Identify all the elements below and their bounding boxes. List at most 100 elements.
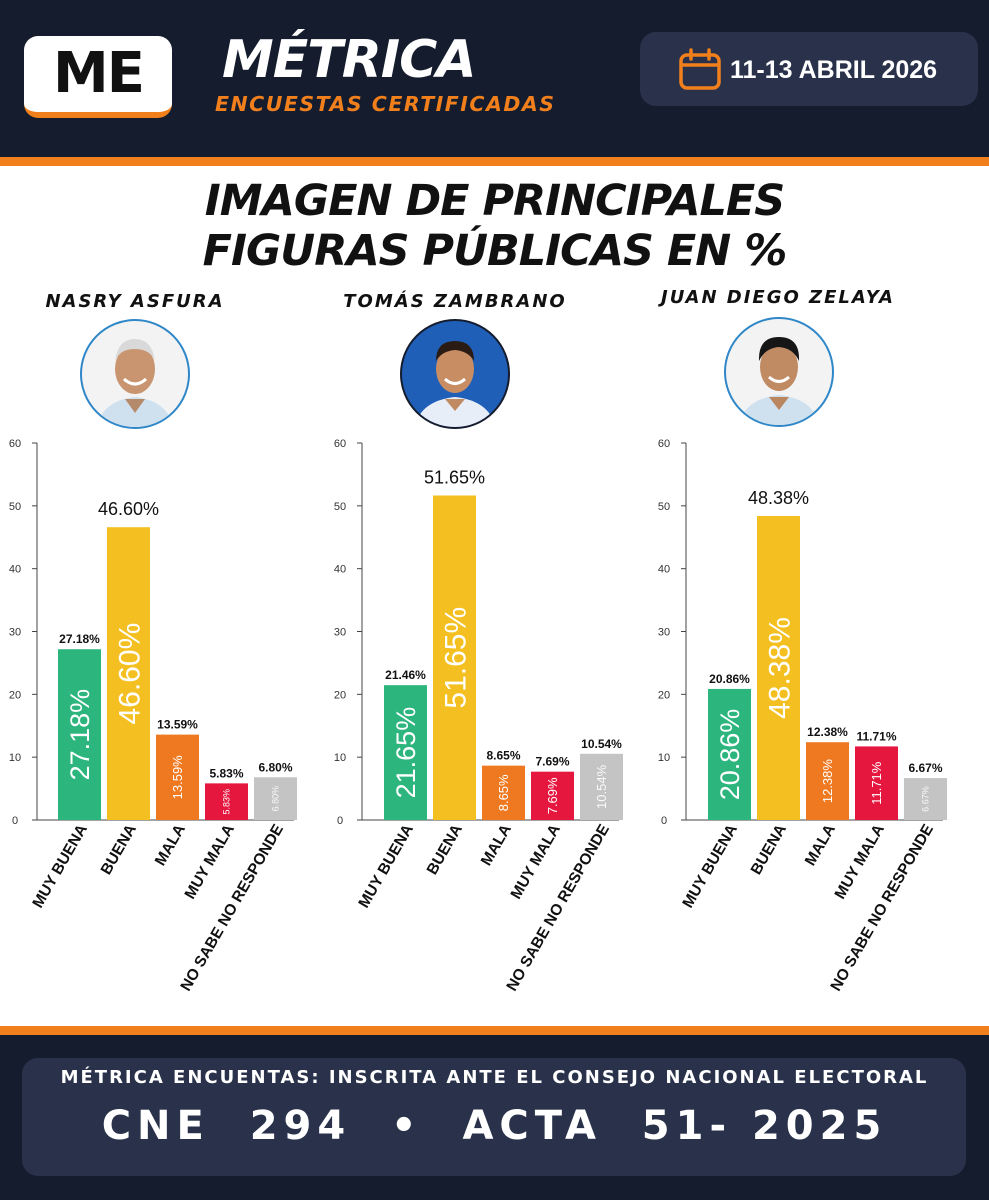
bar-value-label: 8.65% (486, 749, 520, 763)
x-category-label: MUY MALA (508, 822, 564, 903)
logo-text: ME (53, 41, 145, 106)
brand-subtitle: ENCUESTAS CERTIFICADAS (215, 92, 556, 116)
bar-value-label: 7.69% (535, 755, 569, 769)
bar-value-label: 27.18% (59, 632, 100, 646)
bar-chart-2: 0 10 20 30 40 50 60 21.46% 21.65% MUY BUENA 51.65%… (334, 438, 623, 994)
x-category-label: MALA (802, 822, 839, 869)
bar-inner-label: 13.59% (170, 755, 185, 800)
x-category-label: MALA (478, 822, 515, 869)
bar-value-label: 5.83% (209, 766, 243, 780)
registration-number: CNE 294 • ACTA 51- 2025 (101, 1103, 888, 1149)
y-tick-label: 20 (9, 689, 21, 701)
bar-3 (156, 734, 199, 820)
y-tick-label: 20 (658, 689, 670, 701)
y-tick-label: 10 (334, 752, 346, 764)
bar-2 (433, 495, 476, 820)
bar-inner-label: 7.69% (545, 777, 560, 814)
bar-2 (107, 527, 150, 820)
candidate-name-3: JUAN DIEGO ZELAYA (661, 287, 895, 308)
bar-inner-label: 21.65% (391, 707, 421, 799)
bar-inner-label: 5.83% (222, 789, 232, 815)
bar-inner-label: 6.67% (921, 786, 931, 812)
y-tick-label: 10 (658, 752, 670, 764)
y-tick-label: 40 (658, 564, 670, 576)
brand-name: MÉTRICA (222, 30, 477, 90)
candidate-name-1: NASRY ASFURA (45, 291, 225, 312)
y-tick-label: 30 (9, 627, 21, 639)
logo: ME (24, 36, 172, 118)
x-category-label: MUY BUENA (29, 822, 91, 912)
x-category-label: MUY BUENA (679, 822, 741, 912)
survey-date: 11-13 ABRIL 2026 (730, 56, 938, 84)
bar-inner-label: 6.80% (271, 786, 281, 812)
bar-chart-1: 0 10 20 30 40 50 60 27.18% 27.18% MUY BUENA 46.60%… (9, 438, 297, 994)
x-category-label: BUENA (98, 822, 140, 878)
bar-value-label: 13.59% (157, 718, 198, 732)
x-category-label: BUENA (748, 822, 790, 878)
y-tick-label: 30 (334, 627, 346, 639)
bar-inner-label: 20.86% (715, 709, 745, 801)
registration-note: MÉTRICA ENCUENTAS: INSCRITA ANTE EL CONS… (60, 1067, 929, 1088)
x-category-label: MALA (152, 822, 189, 869)
bar-4 (531, 771, 574, 820)
bar-inner-label: 10.54% (594, 764, 609, 809)
bar-1 (708, 688, 751, 820)
y-tick-label: 0 (337, 815, 343, 827)
calendar-icon (679, 48, 721, 90)
candidate-name-2: TOMÁS ZAMBRANO (343, 291, 567, 312)
y-tick-label: 40 (334, 564, 346, 576)
y-tick-label: 50 (658, 501, 670, 513)
bar-chart-3: 0 10 20 30 40 50 60 20.86% 20.86% MUY BUENA 48.38%… (658, 438, 947, 994)
bar-value-label: 21.46% (385, 668, 426, 682)
header-accent-stripe (0, 157, 989, 166)
bar-2 (757, 516, 800, 820)
candidate-avatar-2 (400, 319, 510, 429)
y-tick-label: 10 (9, 752, 21, 764)
bar-3 (482, 765, 525, 820)
charts-area: 0 10 20 30 40 50 60 27.18% 27.18% MUY BUENA 46.60%… (9, 438, 947, 994)
y-tick-label: 20 (334, 689, 346, 701)
bar-value-label: 51.65% (424, 467, 485, 487)
bar-value-label: 48.38% (748, 488, 809, 508)
y-tick-label: 0 (661, 815, 667, 827)
bar-value-label: 6.80% (258, 760, 292, 774)
bar-5 (254, 777, 297, 820)
bar-value-label: 10.54% (581, 737, 622, 751)
bar-3 (806, 742, 849, 820)
page-title-line2: FIGURAS PÚBLICAS EN % (202, 226, 788, 276)
footer-card (22, 1058, 966, 1176)
x-category-label: NO SABE NO RESPONDE (177, 822, 286, 995)
bar-4 (855, 746, 898, 820)
bar-1 (58, 649, 101, 820)
x-category-label: MUY MALA (182, 822, 238, 903)
bar-value-label: 6.67% (908, 761, 942, 775)
bar-inner-label: 27.18% (65, 689, 95, 781)
bar-5 (904, 778, 947, 820)
page-title-line1: IMAGEN DE PRINCIPALES (204, 176, 786, 226)
y-tick-label: 50 (9, 501, 21, 513)
y-tick-label: 40 (9, 564, 21, 576)
bar-value-label: 11.71% (856, 729, 896, 743)
x-category-label: NO SABE NO RESPONDE (503, 822, 612, 995)
x-category-label: NO SABE NO RESPONDE (827, 822, 936, 995)
bar-inner-label: 11.71% (869, 761, 884, 805)
y-tick-label: 0 (12, 815, 18, 827)
bar-value-label: 46.60% (98, 499, 159, 519)
bar-inner-label: 48.38% (763, 617, 796, 719)
bar-4 (205, 783, 248, 820)
bar-inner-label: 12.38% (820, 759, 835, 804)
y-tick-label: 30 (658, 627, 670, 639)
bar-inner-label: 8.65% (496, 774, 511, 811)
y-tick-label: 60 (334, 438, 346, 450)
y-tick-label: 50 (334, 501, 346, 513)
bar-value-label: 20.86% (709, 672, 750, 686)
x-category-label: MUY BUENA (355, 822, 417, 912)
x-category-label: BUENA (424, 822, 466, 878)
y-tick-label: 60 (658, 438, 670, 450)
date-badge: 11-13 ABRIL 2026 (640, 32, 978, 106)
x-category-label: MUY MALA (832, 822, 888, 903)
bar-value-label: 12.38% (807, 725, 848, 739)
candidate-avatar-3 (724, 317, 834, 427)
bar-inner-label: 51.65% (439, 607, 472, 709)
bar-5 (580, 753, 623, 820)
